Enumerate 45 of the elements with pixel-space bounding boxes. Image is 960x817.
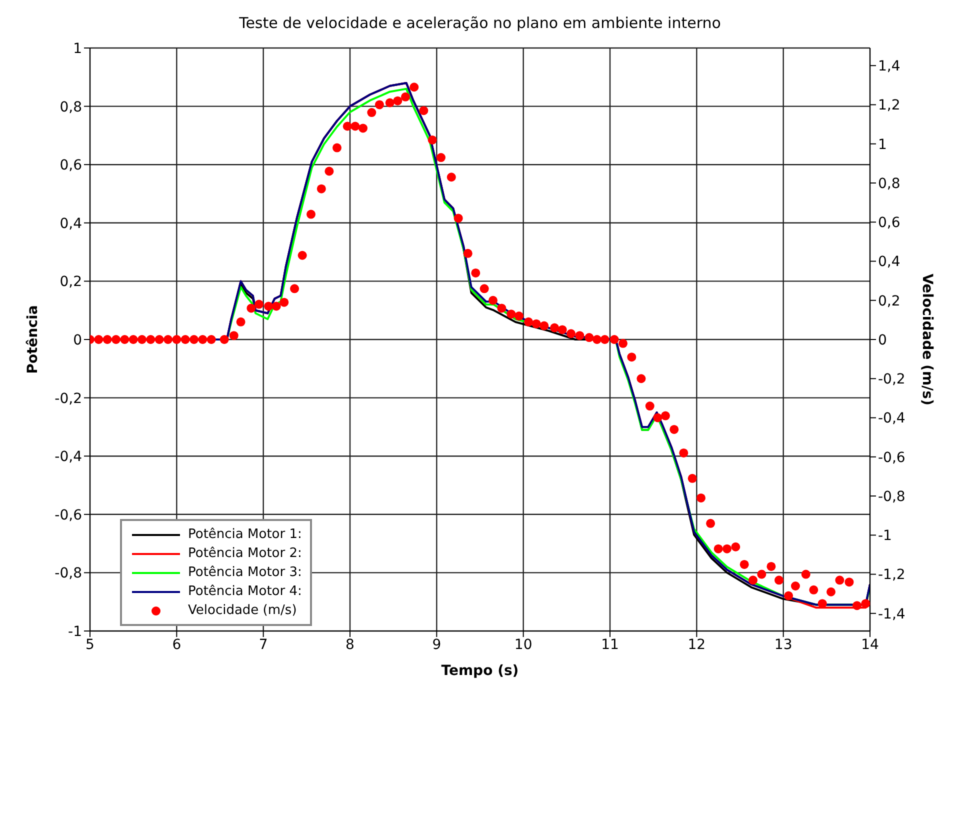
- legend-label: Potência Motor 3:: [188, 565, 302, 580]
- x-tick-label: 14: [861, 636, 879, 653]
- y2-tick-label: -1,2: [878, 567, 906, 584]
- y2-tick-label: 0,8: [878, 176, 900, 192]
- y2-tick-label: 1,4: [878, 58, 900, 75]
- y2-tick-label: -0,8: [878, 488, 906, 505]
- x-tick-label: 10: [514, 636, 532, 653]
- y-tick-label: -0,6: [54, 507, 82, 524]
- y2-tick-label: 0,4: [878, 254, 900, 270]
- y-axis-title: Potência: [24, 305, 41, 374]
- y-tick-label: 0,4: [60, 216, 82, 232]
- y-tick-label: -1: [68, 624, 82, 640]
- y2-tick-label: -0,4: [878, 410, 906, 427]
- y2-tick-label: 1: [878, 136, 887, 153]
- x-tick-label: 7: [258, 636, 268, 653]
- legend-label: Velocidade (m/s): [188, 603, 297, 618]
- y2-tick-label: -1: [878, 528, 892, 544]
- y-tick-label: -0,8: [54, 566, 82, 582]
- y2-tick-label: -1,4: [878, 606, 906, 622]
- y-tick-label: -0,2: [54, 390, 82, 407]
- x-tick-label: 9: [432, 636, 442, 653]
- x-tick-label: 8: [346, 636, 354, 653]
- y-tick-label: 0: [73, 332, 82, 348]
- chart-title: Teste de velocidade e aceleração no plano em ambiente interno: [238, 13, 722, 34]
- x-tick-label: 11: [601, 636, 619, 653]
- y2-tick-label: -0,2: [878, 372, 906, 388]
- y-tick-label: -0,4: [54, 449, 82, 466]
- x-tick-label: 12: [688, 636, 706, 653]
- y2-tick-label: 0,6: [878, 215, 900, 232]
- x-tick-label: 6: [172, 636, 182, 653]
- y-tick-label: 0,6: [60, 158, 82, 174]
- x-tick-label: 5: [86, 636, 94, 653]
- legend-label: Potência Motor 4:: [188, 584, 302, 599]
- y2-tick-label: 0: [878, 332, 887, 348]
- y-tick-label: 1: [73, 40, 82, 57]
- legend-label: Potência Motor 1:: [188, 527, 302, 542]
- y2-tick-label: -0,6: [878, 450, 906, 466]
- y2-tick-label: 0,2: [878, 293, 900, 310]
- x-axis-title: Tempo (s): [441, 663, 519, 679]
- legend-label: Potência Motor 2:: [188, 546, 302, 561]
- y2-axis-title: Velocidade (m/s): [919, 274, 936, 406]
- y-tick-label: 0,8: [60, 99, 82, 116]
- x-tick-label: 13: [774, 636, 792, 653]
- y-tick-label: 0,2: [60, 274, 82, 290]
- y2-tick-label: 1,2: [878, 98, 900, 114]
